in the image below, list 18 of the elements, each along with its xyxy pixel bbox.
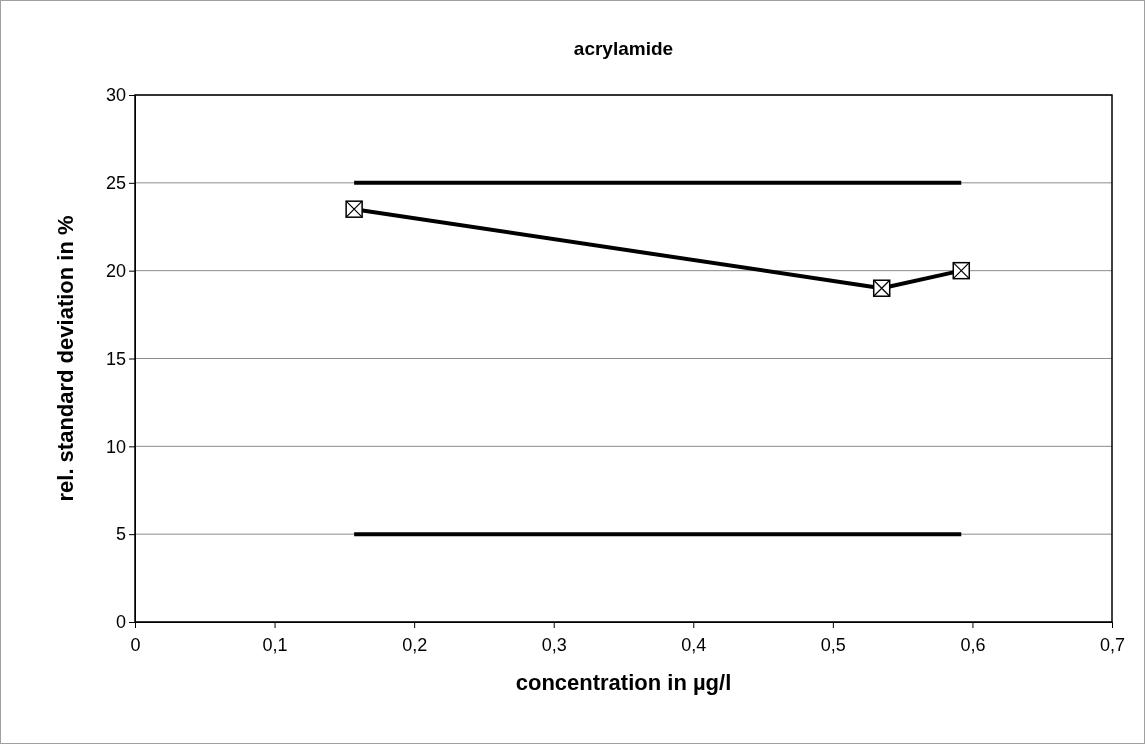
x-axis-title: concentration in µg/l	[515, 670, 732, 695]
chart-title: acrylamide	[573, 38, 674, 59]
x-tick-label: 0,1	[262, 634, 288, 655]
y-tick-label: 20	[105, 260, 126, 281]
x-tick-label: 0,2	[402, 634, 428, 655]
y-tick-label: 5	[115, 524, 126, 545]
y-tick-label: 25	[105, 173, 126, 194]
x-tick-label: 0,3	[541, 634, 567, 655]
y-tick-label: 15	[105, 348, 126, 369]
y-axis-title: rel. standard deviation in %	[53, 215, 78, 502]
x-tick-label: 0,5	[820, 634, 846, 655]
y-tick-label: 10	[105, 436, 126, 457]
y-tick-label: 30	[105, 85, 126, 106]
x-tick-label: 0,4	[681, 634, 707, 655]
x-tick-label: 0,6	[960, 634, 986, 655]
x-tick-label: 0	[130, 634, 141, 655]
y-tick-label: 0	[115, 612, 126, 633]
x-tick-label: 0,7	[1099, 634, 1126, 655]
